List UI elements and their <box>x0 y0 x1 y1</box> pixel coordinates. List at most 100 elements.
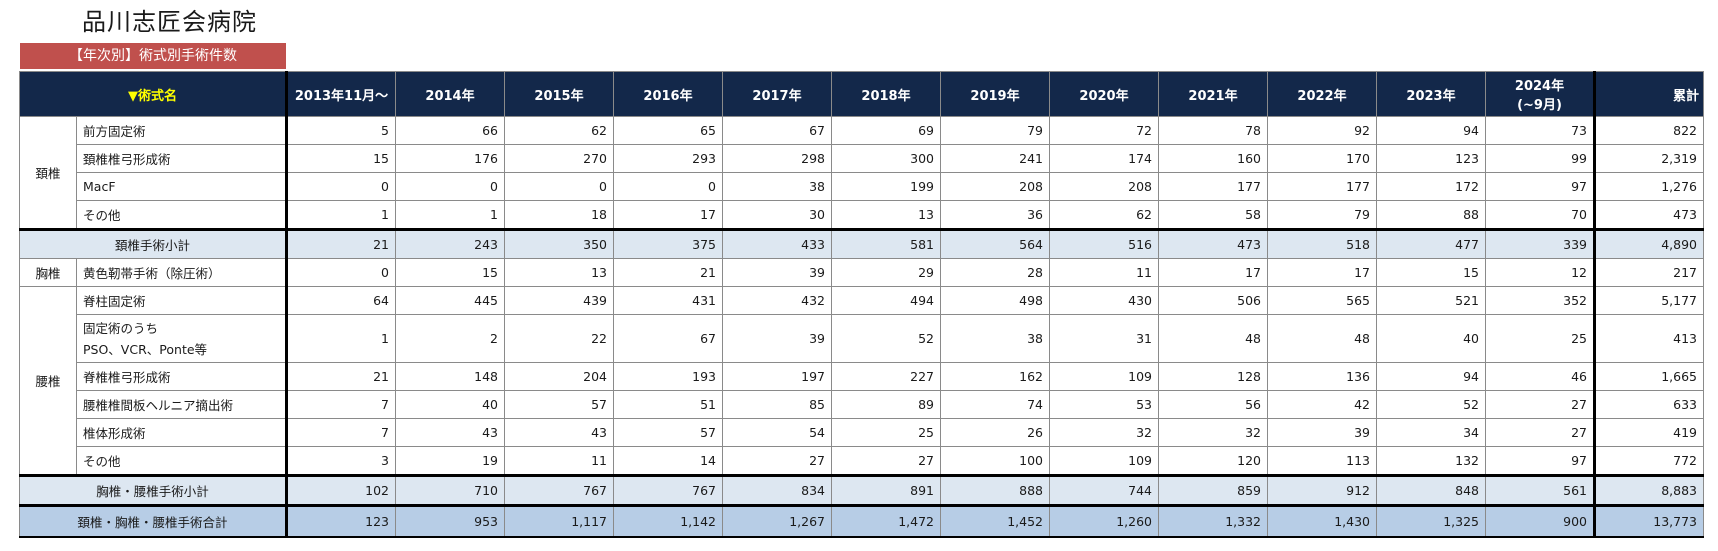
count-cell: 1 <box>286 314 396 363</box>
count-cell: 79 <box>940 116 1050 145</box>
count-cell: 176 <box>395 144 505 173</box>
count-cell: 89 <box>831 390 941 419</box>
count-cell: 300 <box>831 144 941 173</box>
count-cell: 564 <box>940 228 1050 259</box>
count-cell: 100 <box>940 446 1050 476</box>
procedure-name: 脊柱固定術 <box>76 286 288 315</box>
total-cell: 413 <box>1594 314 1704 363</box>
count-cell: 94 <box>1376 362 1486 391</box>
count-cell: 160 <box>1158 144 1268 173</box>
total-cell: 13,773 <box>1594 504 1704 538</box>
year-2024-period: (~9月) <box>1517 98 1562 113</box>
procedure-name: MacF <box>76 172 288 201</box>
column-header-year: 2015年 <box>504 71 614 117</box>
table-row: 頚椎 前方固定術 5 66 62 65 67 69 79 72 78 92 94 73 822 <box>19 116 1704 230</box>
count-cell: 498 <box>940 286 1050 315</box>
count-cell: 15 <box>395 258 505 287</box>
total-cell: 5,177 <box>1594 286 1704 315</box>
count-cell: 123 <box>1376 144 1486 173</box>
hospital-name: 品川志匠会病院 <box>82 8 257 36</box>
procedure-name: その他 <box>76 446 288 476</box>
count-cell: 113 <box>1267 446 1377 476</box>
row-label: 胸椎・腰椎手術小計 <box>19 474 288 506</box>
count-cell: 199 <box>831 172 941 201</box>
table-row: その他 3 19 11 14 27 27 100 109 120 113 132 97 772 <box>20 446 1704 476</box>
table-row: その他 1 1 18 17 30 13 36 62 58 79 88 70 473 <box>20 200 1704 230</box>
count-cell: 120 <box>1158 446 1268 476</box>
count-cell: 953 <box>395 504 505 538</box>
count-cell: 132 <box>1376 446 1486 476</box>
count-cell: 27 <box>722 446 832 476</box>
count-cell: 39 <box>1267 418 1377 447</box>
count-cell: 0 <box>613 172 723 201</box>
count-cell: 1 <box>395 200 505 230</box>
count-cell: 13 <box>504 258 614 287</box>
count-cell: 1,142 <box>613 504 723 538</box>
count-cell: 62 <box>504 116 614 145</box>
total-cell: 1,276 <box>1594 172 1704 201</box>
count-cell: 1,325 <box>1376 504 1486 538</box>
count-cell: 109 <box>1049 446 1159 476</box>
column-header-year: 2022年 <box>1267 71 1377 117</box>
count-cell: 17 <box>613 200 723 230</box>
column-header-year: 2019年 <box>940 71 1050 117</box>
count-cell: 21 <box>286 362 396 391</box>
total-cell: 4,890 <box>1594 228 1704 259</box>
row-label: 頚椎手術小計 <box>19 228 288 259</box>
count-cell: 72 <box>1049 116 1159 145</box>
count-cell: 3 <box>286 446 396 476</box>
surgery-count-table: ▼術式名 2013年11月～ 2014年 2015年 2016年 2017年 2… <box>19 71 1704 538</box>
count-cell: 74 <box>940 390 1050 419</box>
count-cell: 744 <box>1049 474 1159 506</box>
count-cell: 891 <box>831 474 941 506</box>
count-cell: 70 <box>1485 200 1596 230</box>
count-cell: 54 <box>722 418 832 447</box>
count-cell: 494 <box>831 286 941 315</box>
count-cell: 350 <box>504 228 614 259</box>
column-header-year: 2014年 <box>395 71 505 117</box>
count-cell: 430 <box>1049 286 1159 315</box>
count-cell: 1,117 <box>504 504 614 538</box>
count-cell: 7 <box>286 390 396 419</box>
count-cell: 204 <box>504 362 614 391</box>
count-cell: 32 <box>1158 418 1268 447</box>
count-cell: 18 <box>504 200 614 230</box>
count-cell: 2 <box>395 314 505 363</box>
count-cell: 0 <box>286 258 396 287</box>
count-cell: 38 <box>940 314 1050 363</box>
count-cell: 67 <box>722 116 832 145</box>
count-cell: 19 <box>395 446 505 476</box>
count-cell: 102 <box>286 474 396 506</box>
count-cell: 56 <box>1158 390 1268 419</box>
table-title: 【年次別】術式別手術件数 <box>20 43 286 69</box>
table-row: 頚椎椎弓形成術 15 176 270 293 298 300 241 174 160 170 123 9… <box>20 144 1704 173</box>
count-cell: 52 <box>831 314 941 363</box>
total-cell: 822 <box>1594 116 1704 145</box>
table-row: 椎体形成術 7 43 43 57 54 25 26 32 32 39 34 27 419 <box>20 418 1704 447</box>
count-cell: 92 <box>1267 116 1377 145</box>
count-cell: 48 <box>1267 314 1377 363</box>
count-cell: 22 <box>504 314 614 363</box>
count-cell: 581 <box>831 228 941 259</box>
count-cell: 1 <box>286 200 396 230</box>
count-cell: 39 <box>722 314 832 363</box>
count-cell: 27 <box>1485 390 1596 419</box>
count-cell: 51 <box>613 390 723 419</box>
count-cell: 193 <box>613 362 723 391</box>
count-cell: 0 <box>395 172 505 201</box>
count-cell: 834 <box>722 474 832 506</box>
total-cell: 419 <box>1594 418 1704 447</box>
count-cell: 57 <box>504 390 614 419</box>
count-cell: 565 <box>1267 286 1377 315</box>
procedure-name: 腰椎椎間板ヘルニア摘出術 <box>76 390 288 419</box>
procedure-name: 頚椎椎弓形成術 <box>76 144 288 173</box>
count-cell: 53 <box>1049 390 1159 419</box>
count-cell: 42 <box>1267 390 1377 419</box>
count-cell: 431 <box>613 286 723 315</box>
count-cell: 1,260 <box>1049 504 1159 538</box>
table-row: MacF 0 0 0 0 38 199 208 208 177 177 172 97 1,276 <box>20 172 1704 201</box>
count-cell: 170 <box>1267 144 1377 173</box>
count-cell: 12 <box>1485 258 1596 287</box>
category-cell: 頚椎 <box>19 116 77 230</box>
header-row: ▼術式名 2013年11月～ 2014年 2015年 2016年 2017年 2… <box>19 71 1704 117</box>
